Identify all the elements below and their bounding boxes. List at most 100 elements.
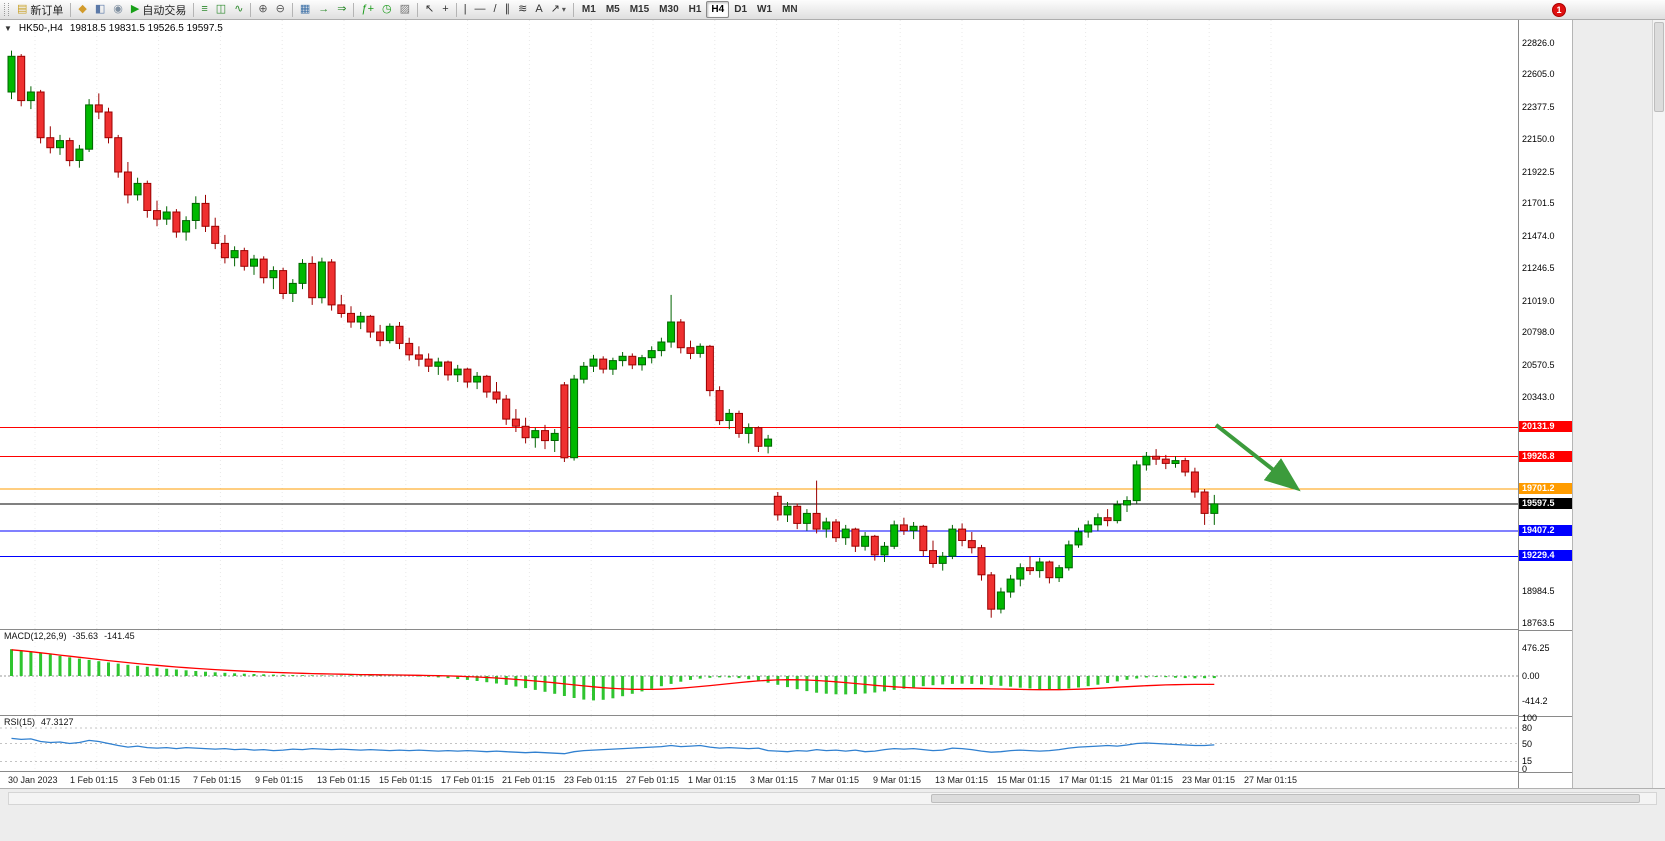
macd-chart[interactable] [0, 630, 1518, 716]
timeframe-d1-button[interactable]: D1 [734, 4, 748, 15]
candles-layer [7, 50, 1219, 618]
toolbar: ▤ 新订单 ◆ ◧ ◉ ▶ 自动交易 ≡ ◫ ∿ ⊕ ⊖ ▦ → ⇒ ƒ+ ◷ ▨ ↖ + | — / ∥ ≋ A ↗ ▾ M1 M5 M1… [0, 0, 1665, 20]
arrows-button[interactable]: ↗ ▾ [547, 1, 570, 18]
cursor-button[interactable]: ↖ [421, 1, 438, 18]
auto-scroll-icon: → [318, 3, 330, 15]
zoom-out-button[interactable]: ⊖ [272, 1, 289, 18]
price-label: 18763.5 [1522, 617, 1555, 628]
market-watch-button[interactable]: ◆ [74, 1, 90, 18]
channel-button[interactable]: ∥ [501, 1, 515, 18]
chart-shift-button[interactable]: ⇒ [333, 1, 350, 18]
horizontal-line-icon: — [474, 3, 486, 15]
vertical-scrollbar-thumb[interactable] [1654, 22, 1664, 112]
price-label: 22150.0 [1522, 134, 1555, 145]
toolbar-grip[interactable] [4, 3, 9, 16]
auto-trading-button[interactable]: ▶ 自动交易 [127, 1, 190, 18]
rsi-chart[interactable] [0, 716, 1518, 772]
dropdown-caret-icon: ▾ [561, 5, 566, 14]
chart-candles-button[interactable]: ◫ [212, 1, 230, 18]
new-order-button[interactable]: ▤ 新订单 [13, 1, 67, 18]
time-label: 9 Feb 01:15 [255, 775, 304, 785]
timeframe-m30-button[interactable]: M30 [659, 4, 679, 15]
time-axis[interactable]: 30 Jan 2023 1 Feb 01:15 3 Feb 01:15 7 Feb 0… [0, 772, 1518, 788]
line-chart-icon: ∿ [234, 3, 244, 15]
toolbar-separator [572, 2, 574, 17]
price-label: 21474.0 [1522, 230, 1555, 241]
timeframe-m15-button[interactable]: M15 [629, 4, 650, 15]
timeframe-m1-button[interactable]: M1 [581, 4, 596, 15]
rsi-scale-label: 0 [1522, 764, 1528, 774]
text-button[interactable]: A [531, 1, 546, 18]
vertical-line-button[interactable]: | [460, 1, 471, 18]
main-chart[interactable]: ▼ HK50-,H4 19818.5 19831.5 19526.5 19597… [0, 20, 1518, 630]
time-label: 13 Feb 01:15 [317, 775, 371, 785]
auto-scroll-button[interactable]: → [314, 1, 333, 18]
notification-badge[interactable]: 1 [1552, 2, 1566, 17]
timeframe-m5-button[interactable]: M5 [605, 4, 620, 15]
market-watch-icon: ◆ [78, 3, 87, 15]
price-label: 20343.0 [1522, 392, 1555, 403]
time-label: 3 Feb 01:15 [132, 775, 181, 785]
horizontal-scrollbar[interactable] [8, 792, 1657, 805]
crosshair-button[interactable]: + [438, 1, 452, 18]
timeframe-w1-button[interactable]: W1 [757, 4, 773, 15]
macd-panel[interactable]: MACD(12,26,9) -35.63 -141.45 [0, 630, 1518, 716]
time-label: 30 Jan 2023 [8, 775, 58, 785]
navigator-icon: ◉ [113, 3, 123, 15]
timeframe-h4-button[interactable]: H4 [706, 1, 730, 18]
price-label: 21019.0 [1522, 295, 1555, 306]
chart-symbol-period: HK50-,H4 [18, 23, 63, 34]
tile-windows-icon: ▦ [299, 3, 311, 15]
crosshair-icon: + [442, 3, 449, 15]
periods-button[interactable]: ◷ [378, 1, 396, 18]
time-label: 1 Mar 01:15 [688, 775, 737, 785]
data-window-button[interactable]: ◧ [91, 1, 109, 18]
rsi-scale-label: 100 [1522, 713, 1538, 723]
time-label: 23 Mar 01:15 [1182, 775, 1236, 785]
macd-scale-label: 0.00 [1522, 671, 1540, 681]
indicators-icon: ƒ+ [361, 3, 375, 15]
new-order-button-label: 新订单 [30, 4, 64, 17]
price-tag: 19597.5 [1519, 497, 1572, 509]
navigator-button[interactable]: ◉ [109, 1, 127, 18]
fibonacci-icon: ≋ [518, 3, 528, 15]
trendline-button[interactable]: / [490, 1, 501, 18]
tile-windows-button[interactable]: ▦ [296, 1, 314, 18]
vertical-scrollbar[interactable] [1652, 20, 1665, 788]
time-label: 3 Mar 01:15 [750, 775, 799, 785]
zoom-in-button[interactable]: ⊕ [254, 1, 271, 18]
timeframe-mn-button[interactable]: MN [782, 4, 798, 15]
rsi-scale-label: 15 [1522, 756, 1533, 767]
price-tag: 19407.2 [1519, 525, 1572, 536]
price-axis[interactable]: 22826.0 22605.0 22377.5 22150.0 21922.5 21701… [1518, 20, 1572, 788]
new-order-icon: ▤ [17, 3, 28, 15]
chart-bars-button[interactable]: ≡ [197, 1, 211, 18]
vertical-line-icon: | [463, 3, 467, 15]
chart-line-button[interactable]: ∿ [230, 1, 247, 18]
horizontal-line-button[interactable]: — [471, 1, 490, 18]
indicators-button[interactable]: ƒ+ [357, 1, 378, 18]
time-label: 15 Mar 01:15 [997, 775, 1051, 785]
price-label: 22826.0 [1522, 37, 1555, 48]
rsi-line [11, 737, 1215, 755]
macd-grid [0, 630, 1518, 715]
text-icon: A [535, 3, 543, 15]
toolbar-separator [291, 2, 293, 17]
rsi-label: RSI(15) 47.3127 [4, 717, 74, 727]
templates-button[interactable]: ▨ [396, 1, 414, 18]
candlestick-chart[interactable] [0, 20, 1518, 630]
toolbar-separator [250, 2, 252, 17]
price-label: 21246.5 [1522, 263, 1555, 274]
timeframe-h1-button[interactable]: H1 [688, 4, 702, 15]
rsi-panel[interactable]: RSI(15) 47.3127 [0, 716, 1518, 772]
toolbar-separator [417, 2, 419, 17]
price-label: 21701.5 [1522, 198, 1555, 209]
trend-arrow[interactable] [1214, 423, 1301, 492]
price-tag: 19701.2 [1519, 483, 1572, 494]
macd-histogram [10, 649, 1216, 701]
horizontal-scrollbar-thumb[interactable] [931, 794, 1640, 803]
fibonacci-button[interactable]: ≋ [514, 1, 531, 18]
candlestick-icon: ◫ [215, 3, 227, 15]
one-click-trading-toggle[interactable]: ▼ [4, 24, 12, 33]
